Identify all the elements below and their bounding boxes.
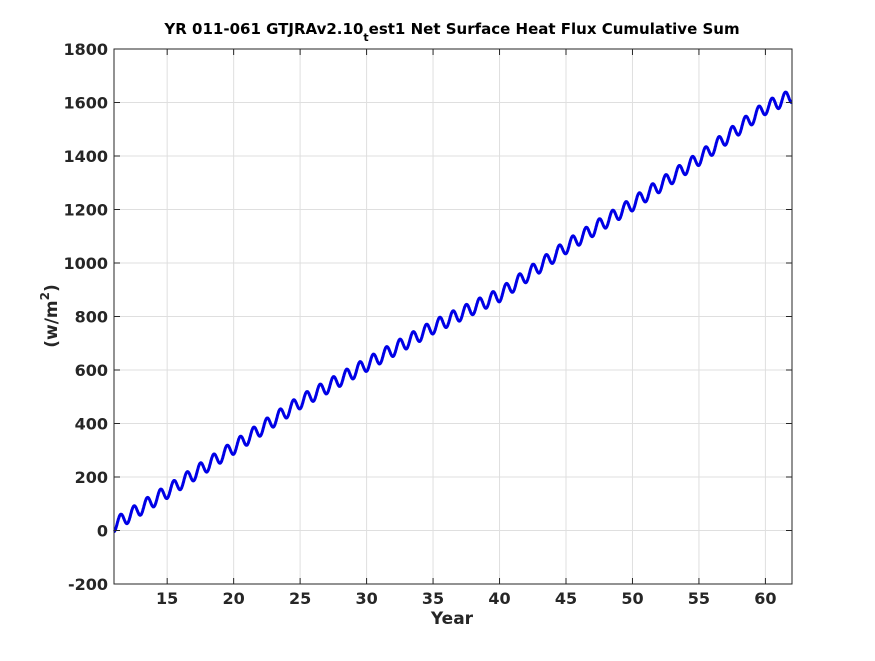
y-axis-label-sup: 2 xyxy=(38,292,52,300)
x-tick-label: 35 xyxy=(422,589,444,608)
y-tick-label: 1200 xyxy=(63,201,108,220)
x-tick-label: 20 xyxy=(223,589,245,608)
y-axis-label: (w/m2) xyxy=(38,284,62,348)
x-tick-label: 60 xyxy=(754,589,776,608)
x-tick-label: 55 xyxy=(688,589,710,608)
x-tick-label: 15 xyxy=(156,589,178,608)
y-tick-label: 400 xyxy=(75,415,108,434)
y-tick-label: 1600 xyxy=(63,94,108,113)
x-tick-label: 30 xyxy=(355,589,377,608)
y-tick-label: 1400 xyxy=(63,147,108,166)
y-tick-label: 600 xyxy=(75,361,108,380)
x-tick-label: 50 xyxy=(621,589,643,608)
y-axis-label-close: ) xyxy=(42,284,62,292)
tick-labels: 15 20 25 30 35 40 45 50 55 60 -200 0 200 400 600 800 100… xyxy=(63,40,776,608)
x-tick-label: 25 xyxy=(289,589,311,608)
y-tick-label: -200 xyxy=(68,575,108,594)
title-main: YR 011-061 GTJRAv2.10 xyxy=(163,20,363,38)
series-line xyxy=(112,90,794,534)
ticks xyxy=(114,48,792,585)
y-tick-label: 200 xyxy=(75,468,108,487)
x-tick-label: 40 xyxy=(488,589,510,608)
x-tick-label: 45 xyxy=(555,589,577,608)
title-subscript: t xyxy=(363,31,368,44)
x-axis-label: Year xyxy=(430,609,474,629)
y-tick-label: 1000 xyxy=(63,254,108,273)
y-tick-label: 1800 xyxy=(63,40,108,59)
y-tick-label: 0 xyxy=(97,522,108,541)
grid xyxy=(114,49,792,584)
y-tick-label: 800 xyxy=(75,308,108,327)
y-axis-label-base: (w/m xyxy=(42,300,62,347)
data-layer xyxy=(112,90,794,534)
title-rest: est1 Net Surface Heat Flux Cumulative Su… xyxy=(369,20,740,38)
chart-title: YR 011-061 GTJRAv2.10test1 Net Surface H… xyxy=(163,20,739,44)
